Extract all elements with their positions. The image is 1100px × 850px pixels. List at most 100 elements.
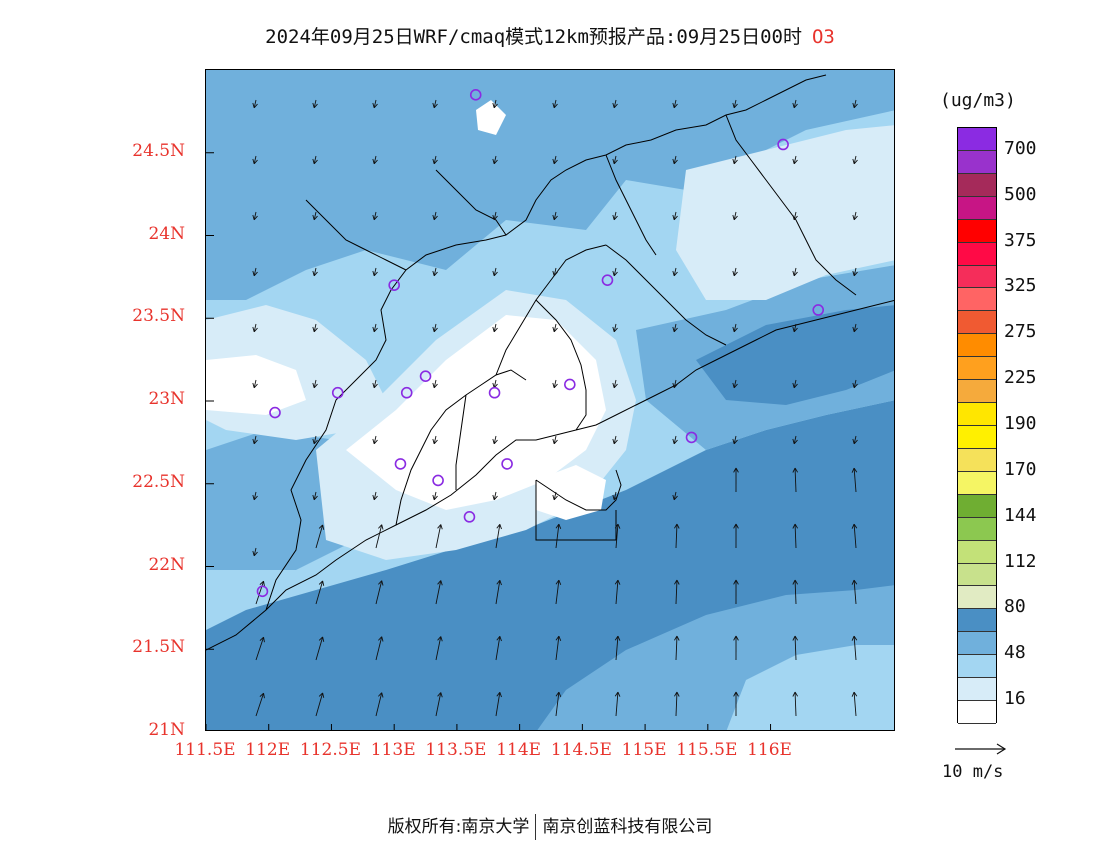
wind-vector-arrow-icon bbox=[852, 267, 858, 277]
monitoring-station-marker bbox=[388, 279, 400, 291]
lon-tick-label: 113E bbox=[370, 740, 416, 760]
lat-tick-label: 24.5N bbox=[132, 140, 185, 161]
wind-vector-arrow-icon bbox=[312, 323, 318, 333]
colorbar-segment bbox=[958, 288, 996, 312]
colorbar-label: 80 bbox=[1004, 596, 1026, 618]
wind-vector-arrow-icon bbox=[252, 547, 258, 557]
wind-vector-arrow-icon bbox=[614, 635, 621, 661]
wind-vector-arrow-icon bbox=[674, 635, 680, 661]
wind-vector-arrow-icon bbox=[851, 579, 858, 605]
lat-tick-label: 21N bbox=[148, 720, 185, 740]
wind-vector-arrow-icon bbox=[792, 323, 798, 333]
wind-vector-arrow-icon bbox=[432, 267, 438, 277]
wind-vector-arrow-icon bbox=[732, 435, 738, 445]
wind-vector-arrow-icon bbox=[435, 692, 443, 717]
colorbar-segment bbox=[958, 242, 996, 266]
wind-vector-arrow-icon bbox=[672, 323, 678, 333]
colorbar-segment bbox=[958, 517, 996, 541]
monitoring-station-marker bbox=[394, 458, 407, 470]
wind-vector-arrow-icon bbox=[792, 211, 798, 221]
monitoring-station-marker bbox=[685, 431, 698, 444]
wind-vector-arrow-icon bbox=[492, 435, 498, 445]
wind-vector-arrow-icon bbox=[792, 379, 798, 389]
wind-vector-arrow-icon bbox=[252, 155, 258, 165]
wind-vector-arrow-icon bbox=[495, 524, 502, 549]
wind-vector-arrow-icon bbox=[672, 211, 678, 221]
colorbar-segment bbox=[958, 311, 996, 335]
wind-reference-arrow-icon bbox=[955, 743, 1007, 755]
wind-vector-arrow-icon bbox=[555, 579, 562, 605]
lat-tick-label: 23.5N bbox=[132, 306, 185, 327]
monitoring-station-marker bbox=[812, 304, 825, 316]
monitoring-station-marker bbox=[269, 406, 281, 419]
wind-vector-arrow-icon bbox=[555, 691, 562, 717]
wind-vector-arrow-icon bbox=[492, 211, 498, 221]
colorbar-segment bbox=[958, 425, 996, 449]
lat-tick-label: 23N bbox=[148, 389, 185, 409]
colorbar-label: 48 bbox=[1004, 642, 1026, 664]
wind-vector-arrow-icon bbox=[312, 491, 318, 501]
colorbar-segment bbox=[958, 586, 996, 610]
footer-left: 版权所有:南京大学 bbox=[387, 817, 530, 837]
colorbar-label: 375 bbox=[1004, 229, 1037, 251]
wind-vector-arrow-icon bbox=[372, 323, 378, 333]
colorbar-label: 500 bbox=[1004, 183, 1037, 205]
monitoring-station-marker bbox=[501, 458, 513, 470]
wind-vector-arrow-icon bbox=[792, 691, 799, 717]
wind-vector-arrow-icon bbox=[672, 99, 678, 109]
colorbar-segment bbox=[958, 701, 996, 724]
monitoring-station-marker bbox=[469, 89, 482, 101]
footer-separator bbox=[535, 814, 537, 840]
title-main: 2024年09月25日WRF/cmaq模式12km预报产品:09月25日00时 bbox=[265, 26, 802, 48]
wind-vector-arrow-icon bbox=[672, 435, 678, 445]
colorbar bbox=[957, 127, 997, 724]
wind-vector-arrow-icon bbox=[492, 491, 498, 501]
colorbar-label: 16 bbox=[1004, 688, 1026, 710]
wind-vector-arrow-icon bbox=[372, 99, 378, 109]
wind-vector-arrow-icon bbox=[674, 579, 680, 605]
wind-vector-arrow-icon bbox=[255, 692, 265, 717]
north-low-patch bbox=[476, 100, 506, 135]
wind-vector-arrow-icon bbox=[375, 692, 384, 717]
map-panel bbox=[205, 69, 895, 731]
wind-vector-arrow-icon bbox=[732, 323, 738, 333]
wind-vector-arrow-icon bbox=[315, 636, 325, 661]
wind-vector-arrow-icon bbox=[312, 155, 318, 165]
monitoring-station-marker bbox=[419, 370, 432, 382]
wind-vector-arrow-icon bbox=[552, 379, 558, 389]
colorbar-segment bbox=[958, 196, 996, 220]
monitoring-station-marker bbox=[777, 138, 789, 151]
colorbar-label: 325 bbox=[1004, 275, 1037, 297]
wind-vector-arrow-icon bbox=[552, 99, 558, 109]
lon-tick-label: 111.5E bbox=[174, 740, 236, 760]
wind-vector-arrow-icon bbox=[375, 524, 384, 549]
lon-tick-label: 113.5E bbox=[425, 740, 487, 760]
monitoring-station-marker bbox=[601, 274, 614, 286]
chart-title: 2024年09月25日WRF/cmaq模式12km预报产品:09月25日00时 O… bbox=[0, 22, 1100, 49]
west-coast-low-zone bbox=[206, 355, 306, 415]
lon-tick-label: 114.5E bbox=[550, 740, 612, 760]
colorbar-segment bbox=[958, 540, 996, 564]
colorbar-segment bbox=[958, 632, 996, 656]
colorbar-segment bbox=[958, 150, 996, 174]
wind-vector-arrow-icon bbox=[492, 99, 498, 109]
northwest-mid-zone bbox=[206, 70, 894, 300]
wind-vector-arrow-icon bbox=[252, 99, 258, 109]
monitoring-station-marker bbox=[432, 474, 444, 487]
colorbar-label: 170 bbox=[1004, 458, 1037, 480]
wind-vector-arrow-icon bbox=[252, 379, 258, 389]
lon-tick-label: 112E bbox=[245, 740, 291, 760]
lon-tick-label: 112.5E bbox=[299, 740, 361, 760]
colorbar-label: 144 bbox=[1004, 504, 1037, 526]
wind-vector-arrow-icon bbox=[733, 523, 739, 549]
north-light-zone bbox=[676, 125, 894, 300]
lon-tick-label: 115E bbox=[621, 740, 667, 760]
wind-vector-arrow-icon bbox=[792, 579, 799, 605]
wind-vector-arrow-icon bbox=[852, 155, 858, 165]
wind-vector-arrow-icon bbox=[851, 523, 858, 549]
wind-vector-arrow-icon bbox=[495, 692, 502, 717]
wind-vector-arrow-icon bbox=[492, 267, 498, 277]
colorbar-label: 275 bbox=[1004, 321, 1037, 343]
colorbar-segment bbox=[958, 609, 996, 633]
wind-vector-arrow-icon bbox=[733, 635, 739, 661]
